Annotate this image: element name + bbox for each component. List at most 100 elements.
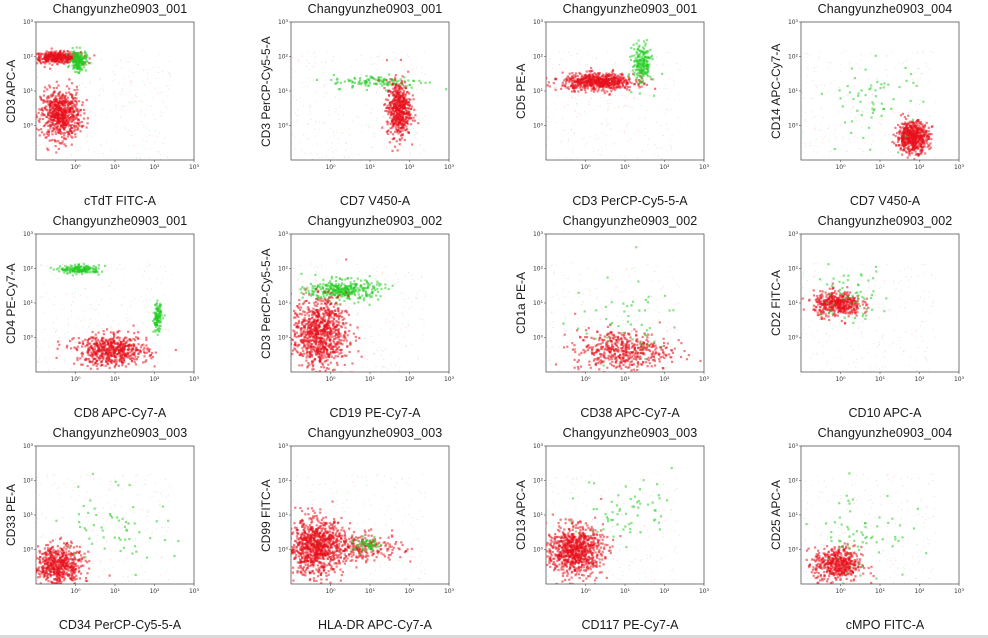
event-dot bbox=[38, 134, 41, 137]
event-dot bbox=[139, 337, 141, 339]
event-dot bbox=[67, 50, 70, 53]
event-dot bbox=[671, 146, 673, 148]
event-dot bbox=[877, 77, 879, 79]
event-dot bbox=[364, 79, 366, 81]
event-dot bbox=[580, 114, 582, 116]
event-dot bbox=[575, 110, 577, 112]
event-dot bbox=[44, 100, 47, 103]
event-dot bbox=[377, 79, 380, 82]
event-dot bbox=[903, 135, 906, 138]
event-dot bbox=[401, 87, 404, 90]
event-dot bbox=[634, 77, 636, 79]
event-dot bbox=[78, 46, 81, 49]
event-dot bbox=[892, 133, 895, 136]
event-dot bbox=[70, 126, 73, 129]
event-dot bbox=[394, 93, 397, 96]
event-dot bbox=[49, 67, 52, 70]
event-dot bbox=[880, 114, 883, 117]
event-dot bbox=[395, 86, 398, 89]
event-dot bbox=[90, 319, 91, 321]
event-dot bbox=[77, 54, 80, 57]
event-dot bbox=[647, 56, 650, 59]
event-dot bbox=[873, 131, 874, 133]
event-dot bbox=[927, 137, 930, 141]
x-tick-label: 10¹ bbox=[620, 164, 631, 171]
event-dot bbox=[806, 67, 808, 69]
event-dot bbox=[650, 54, 653, 57]
event-dot bbox=[73, 66, 76, 69]
event-dot bbox=[52, 106, 55, 109]
x-tick-label: 10⁰ bbox=[835, 164, 846, 171]
event-dot bbox=[67, 120, 70, 123]
event-dot bbox=[102, 153, 104, 155]
event-dot bbox=[562, 50, 564, 52]
event-dot bbox=[346, 81, 348, 83]
event-dot bbox=[400, 102, 403, 105]
event-dot bbox=[56, 111, 59, 114]
event-dot bbox=[392, 87, 395, 90]
event-dot bbox=[67, 113, 70, 117]
event-dot bbox=[634, 68, 636, 70]
event-dot bbox=[75, 85, 78, 88]
event-dot bbox=[908, 133, 911, 136]
event-dot bbox=[47, 113, 50, 116]
event-dot bbox=[885, 132, 887, 134]
event-dot bbox=[52, 126, 55, 130]
event-dot bbox=[65, 269, 68, 272]
event-dot bbox=[30, 109, 32, 111]
event-dot bbox=[571, 80, 574, 83]
event-dot bbox=[585, 82, 588, 85]
event-dot bbox=[418, 153, 420, 154]
event-dot bbox=[88, 62, 91, 65]
event-dot bbox=[61, 51, 64, 55]
event-dot bbox=[561, 140, 563, 142]
event-dot bbox=[400, 143, 402, 144]
event-dot bbox=[51, 123, 54, 126]
event-dot bbox=[911, 118, 914, 121]
event-dot bbox=[59, 96, 62, 99]
event-dot bbox=[48, 114, 51, 117]
event-dot bbox=[844, 100, 846, 102]
event-dot bbox=[917, 121, 920, 124]
event-dot bbox=[907, 151, 911, 154]
event-dot bbox=[166, 85, 168, 87]
event-dot bbox=[929, 142, 932, 145]
event-dot bbox=[157, 86, 159, 88]
event-dot bbox=[55, 86, 58, 89]
event-dot bbox=[69, 51, 72, 54]
event-dot bbox=[47, 124, 50, 127]
event-dot bbox=[656, 56, 657, 58]
event-dot bbox=[911, 135, 914, 139]
event-dot bbox=[76, 67, 79, 71]
event-dot bbox=[919, 149, 922, 152]
event-dot bbox=[396, 124, 399, 127]
event-dot bbox=[600, 84, 604, 87]
event-dot bbox=[804, 97, 806, 99]
event-dot bbox=[400, 98, 403, 101]
event-dot bbox=[595, 85, 598, 88]
event-dot bbox=[654, 87, 657, 90]
event-dot bbox=[804, 118, 806, 120]
event-dot bbox=[586, 142, 588, 144]
event-dot bbox=[623, 80, 626, 83]
event-dot bbox=[925, 139, 928, 142]
event-dot bbox=[62, 122, 65, 125]
event-dot bbox=[304, 153, 306, 154]
event-dot bbox=[78, 117, 79, 119]
event-dot bbox=[578, 112, 580, 114]
event-dot bbox=[602, 76, 605, 79]
event-dot bbox=[392, 82, 395, 85]
event-dot bbox=[584, 111, 586, 113]
event-dot bbox=[919, 121, 922, 124]
event-dot bbox=[65, 89, 67, 91]
event-dot bbox=[390, 79, 393, 82]
event-dot bbox=[859, 68, 861, 69]
event-dot bbox=[394, 102, 397, 105]
event-dot bbox=[893, 111, 895, 113]
event-dot bbox=[115, 333, 117, 335]
event-dot bbox=[653, 74, 655, 76]
event-dot bbox=[406, 90, 409, 94]
event-dot bbox=[922, 142, 925, 145]
event-dot bbox=[909, 148, 912, 151]
event-dot bbox=[57, 130, 60, 133]
